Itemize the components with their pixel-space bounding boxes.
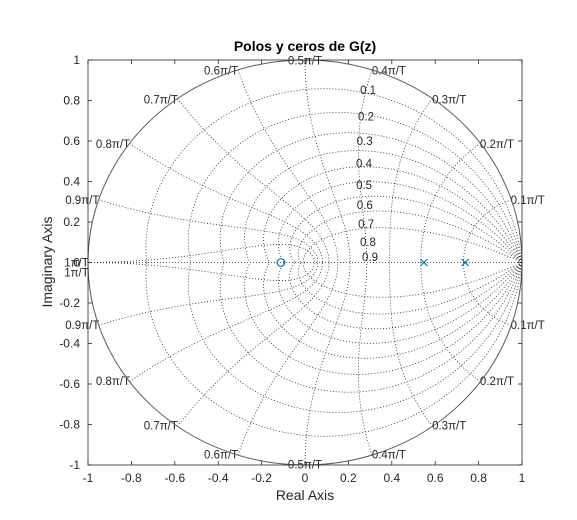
frequency-label-lower: 0.6π/T: [204, 449, 238, 461]
frequency-curve-upper: [389, 98, 433, 263]
pole-marker: [419, 258, 428, 267]
x-tick-label: -0.6: [164, 471, 185, 485]
x-axis-label: Real Axis: [276, 487, 334, 503]
frequency-label-lower: 0.9π/T: [65, 320, 99, 332]
frequency-label-upper: 0.3π/T: [432, 94, 466, 106]
frequency-label-upper: 0.6π/T: [204, 66, 238, 78]
y-tick-label: 0.6: [63, 134, 80, 148]
frequency-label-upper: 0.8π/T: [96, 139, 130, 151]
frequency-curve-lower: [304, 262, 351, 465]
damping-label: 0.2: [358, 112, 374, 124]
y-tick-label: -0.2: [59, 296, 80, 310]
frequency-curve-lower: [177, 262, 330, 427]
y-tick-label: -0.6: [59, 377, 80, 391]
frequency-curve-upper: [129, 143, 323, 263]
frequency-curve-lower: [98, 262, 319, 326]
zgrid-labels: 0.1 0.2 0.3 0.4 0.5 0.6 0.7 0.8 0.9 0.1π/T 0.1π/T 0…: [64, 56, 545, 472]
frequency-label-lower: 1π/T: [64, 268, 89, 280]
pole-marker: [461, 258, 470, 267]
damping-curve-upper: [277, 181, 522, 263]
frequency-curve-lower: [129, 262, 323, 382]
y-tick-label: -0.8: [59, 418, 80, 432]
frequency-curve-upper: [304, 60, 351, 263]
damping-curve-upper: [263, 166, 522, 263]
frequency-label-lower: 0.4π/T: [372, 449, 406, 461]
x-tick-label: 0.4: [383, 471, 400, 485]
damping-label: 0.5: [356, 180, 372, 192]
frequency-curve-upper: [177, 98, 330, 263]
frequency-label-lower: 0.3π/T: [432, 421, 466, 433]
frequency-label-upper: 0.9π/T: [65, 195, 99, 207]
frequency-curve-upper: [420, 143, 481, 263]
damping-curve-lower: [277, 262, 522, 344]
damping-curve-upper: [289, 195, 522, 263]
y-tick-label: 0.8: [63, 94, 80, 108]
zgrid: [88, 60, 522, 465]
damping-label: 0.7: [358, 219, 374, 231]
y-tick-label: 1: [73, 53, 80, 67]
x-tick-label: -0.8: [121, 471, 142, 485]
y-axis-label: Imaginary Axis: [39, 216, 55, 307]
frequency-label-lower: 0.1π/T: [511, 320, 545, 332]
frequency-label-lower: 0.8π/T: [96, 376, 130, 388]
frequency-curve-lower: [420, 262, 481, 382]
y-tick-label: 0: [73, 256, 80, 270]
chart-title: Polos y ceros de G(z): [234, 38, 376, 54]
pole-zero-markers: [276, 258, 470, 267]
y-tick-label: 0.4: [63, 175, 80, 189]
frequency-label-lower: 0.2π/T: [480, 376, 514, 388]
frequency-label-upper: 0.4π/T: [372, 66, 406, 78]
frequency-curve-lower: [389, 262, 433, 427]
x-tick-label: 0.8: [470, 471, 487, 485]
y-tick-label: 0.2: [63, 215, 80, 229]
damping-curve-lower: [289, 262, 522, 330]
frequency-label-upper: 0.7π/T: [144, 94, 178, 106]
damping-curve-lower: [303, 262, 522, 298]
damping-label: 0.3: [357, 136, 373, 148]
frequency-curve-lower: [237, 262, 339, 456]
frequency-label-upper: 1π/T: [64, 258, 89, 270]
frequency-label-upper: 0.2π/T: [480, 139, 514, 151]
x-tick-label: 1: [519, 471, 526, 485]
damping-label: 0.6: [357, 200, 373, 212]
axis-ticks: -1 -0.8 -0.6 -0.4 -0.2 0 0.2 0.4 0.6 0.8 1 1 0.8 0.6 0…: [59, 53, 525, 485]
damping-label: 0.4: [356, 159, 373, 171]
damping-curve-upper: [303, 227, 522, 263]
x-tick-label: 0.6: [427, 471, 444, 485]
x-tick-label: 0.2: [340, 471, 357, 485]
zero-marker: [276, 258, 286, 267]
x-tick-label: -0.4: [208, 471, 229, 485]
damping-label: 0.9: [362, 252, 378, 264]
damping-label: 0.8: [360, 237, 376, 249]
frequency-label-upper: 0.1π/T: [511, 195, 545, 207]
y-tick-label: -1: [69, 458, 80, 472]
y-tick-label: -0.4: [59, 337, 80, 351]
x-tick-label: 0: [302, 471, 309, 485]
x-tick-label: -0.2: [251, 471, 272, 485]
frequency-curve-upper: [237, 69, 339, 263]
frequency-curve-upper: [98, 199, 319, 263]
damping-label: 0.1: [360, 85, 376, 97]
frequency-label-lower: 0.7π/T: [144, 421, 178, 433]
x-tick-label: -1: [83, 471, 94, 485]
damping-curve-lower: [263, 262, 522, 359]
